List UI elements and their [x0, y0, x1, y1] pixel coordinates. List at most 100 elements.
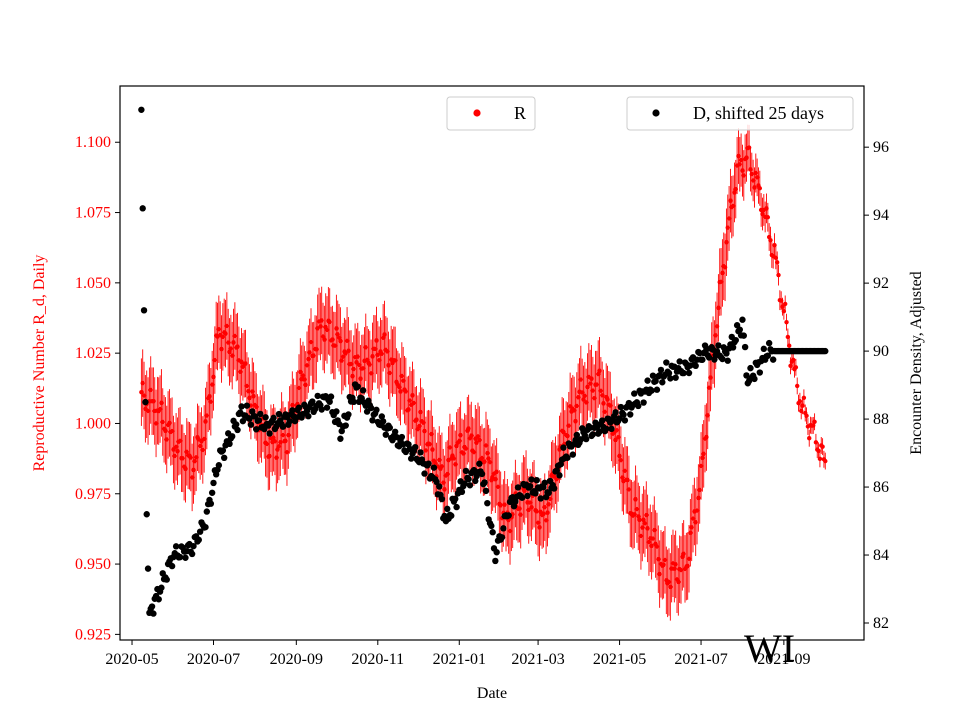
d-point [573, 431, 581, 439]
legend-r-box [446, 96, 536, 131]
d-point [676, 358, 683, 365]
d-point [560, 444, 567, 451]
d-point [589, 431, 597, 438]
d-point [653, 386, 661, 393]
d-point [478, 470, 486, 478]
d-point [305, 413, 312, 420]
d-point [378, 413, 386, 420]
d-point [488, 522, 495, 530]
d-point [466, 482, 474, 489]
d-point [417, 449, 424, 456]
d-point [295, 404, 303, 411]
d-point [461, 480, 468, 487]
d-point [393, 433, 400, 441]
d-point [286, 418, 293, 425]
right-tick-label: 90 [873, 343, 889, 360]
d-point [239, 417, 247, 425]
right-axis-label: Encounter Density, Adjusted [908, 271, 925, 454]
right-tick-label: 84 [873, 547, 889, 564]
d-point [453, 503, 460, 511]
d-point [143, 511, 150, 518]
d-point [822, 347, 829, 355]
left-axis-label: Reproductive Number R_d, Daily [31, 255, 48, 472]
d-point [533, 476, 540, 484]
r-point [776, 272, 781, 278]
d-point [603, 425, 610, 432]
d-point [672, 374, 679, 381]
left-tick-label: 0.925 [75, 626, 111, 643]
d-point [208, 489, 216, 496]
r-point [812, 419, 817, 424]
d-point [489, 529, 496, 536]
d-point [444, 505, 451, 513]
d-point [382, 431, 390, 438]
d-point [476, 460, 483, 467]
d-point [350, 398, 357, 406]
d-point [314, 392, 321, 400]
d-point [196, 528, 204, 535]
d-point [635, 402, 642, 410]
d-point [564, 454, 571, 461]
d-point [719, 355, 726, 363]
d-point [379, 418, 387, 425]
left-tick-label: 1.050 [75, 275, 111, 292]
d-point [309, 398, 316, 405]
r-point [782, 301, 788, 307]
d-point [255, 417, 263, 424]
d-point [430, 464, 438, 471]
r-point [774, 260, 780, 265]
d-point [438, 495, 446, 503]
d-point [648, 387, 655, 394]
right-tick-label: 96 [873, 139, 889, 156]
left-tick-label: 1.075 [75, 205, 111, 222]
d-point [219, 447, 227, 454]
d-point [657, 366, 665, 374]
d-point [195, 536, 203, 544]
d-point [500, 525, 507, 532]
d-point [481, 479, 488, 486]
d-point [692, 362, 699, 370]
d-point [612, 409, 619, 416]
legend-r: R [446, 96, 536, 131]
d-point [514, 484, 522, 491]
d-point [760, 345, 768, 353]
x-tick-label: 2020-11 [351, 651, 404, 668]
left-tick-label: 1.025 [75, 345, 111, 362]
right-tick-label: 94 [873, 207, 889, 224]
d-point [631, 390, 638, 397]
d-point [279, 423, 287, 430]
r-point [757, 186, 763, 191]
d-point [652, 377, 659, 385]
d-point [736, 326, 743, 333]
d-point [537, 495, 544, 502]
d-point [640, 399, 647, 406]
d-point [598, 417, 606, 424]
plot-frame [119, 85, 865, 641]
d-point [203, 508, 211, 515]
r-point [784, 319, 789, 325]
r-point [793, 365, 799, 370]
d-series [138, 106, 829, 617]
x-tick-label: 2020-09 [270, 651, 323, 668]
d-point [386, 424, 394, 431]
d-point [323, 404, 331, 411]
d-point [452, 495, 459, 503]
d-point [448, 512, 455, 519]
d-point [182, 554, 189, 561]
d-point [751, 375, 758, 383]
r-point [768, 237, 773, 243]
right-tick-label: 82 [873, 615, 889, 632]
d-point [541, 479, 548, 486]
d-point [659, 379, 666, 386]
x-tick-label: 2020-07 [187, 651, 240, 668]
d-point [498, 534, 506, 541]
d-point [138, 106, 145, 113]
d-point [215, 462, 223, 469]
d-point [616, 415, 623, 422]
d-point [644, 377, 651, 384]
d-point [190, 542, 197, 550]
d-point [354, 383, 361, 390]
d-point [550, 485, 558, 492]
d-point [545, 489, 552, 497]
